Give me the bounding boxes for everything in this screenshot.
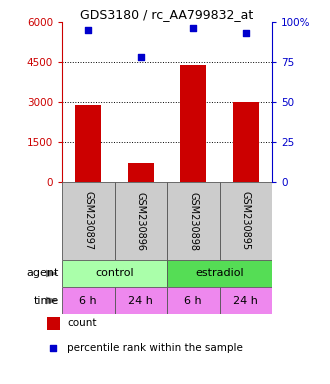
- Bar: [233, 102, 259, 182]
- Point: [191, 25, 196, 31]
- Bar: [219, 182, 272, 260]
- Polygon shape: [46, 297, 57, 304]
- Bar: [115, 287, 167, 314]
- Bar: [167, 287, 219, 314]
- Point: [51, 345, 56, 351]
- Bar: [219, 287, 272, 314]
- Text: estradiol: estradiol: [195, 268, 244, 278]
- Text: 6 h: 6 h: [80, 296, 97, 306]
- Bar: [62, 182, 115, 260]
- Text: GSM230897: GSM230897: [83, 192, 93, 251]
- Text: 6 h: 6 h: [184, 296, 202, 306]
- Text: agent: agent: [26, 268, 59, 278]
- Text: 24 h: 24 h: [128, 296, 153, 306]
- Text: GSM230896: GSM230896: [136, 192, 146, 250]
- Text: percentile rank within the sample: percentile rank within the sample: [67, 343, 243, 353]
- Text: 24 h: 24 h: [233, 296, 258, 306]
- Point: [138, 54, 144, 60]
- Text: GSM230898: GSM230898: [188, 192, 198, 250]
- Text: control: control: [95, 268, 134, 278]
- Point: [85, 27, 91, 33]
- Bar: [75, 105, 101, 182]
- Bar: [115, 182, 167, 260]
- Point: [243, 30, 248, 36]
- Bar: [128, 163, 154, 182]
- Bar: [167, 182, 219, 260]
- Bar: [62, 260, 167, 287]
- Bar: [47, 317, 60, 330]
- Bar: [167, 260, 272, 287]
- Bar: [62, 287, 115, 314]
- Text: count: count: [67, 318, 97, 328]
- Polygon shape: [46, 270, 57, 277]
- Bar: [180, 65, 206, 182]
- Title: GDS3180 / rc_AA799832_at: GDS3180 / rc_AA799832_at: [81, 8, 254, 21]
- Text: time: time: [33, 296, 59, 306]
- Text: GSM230895: GSM230895: [241, 192, 251, 251]
